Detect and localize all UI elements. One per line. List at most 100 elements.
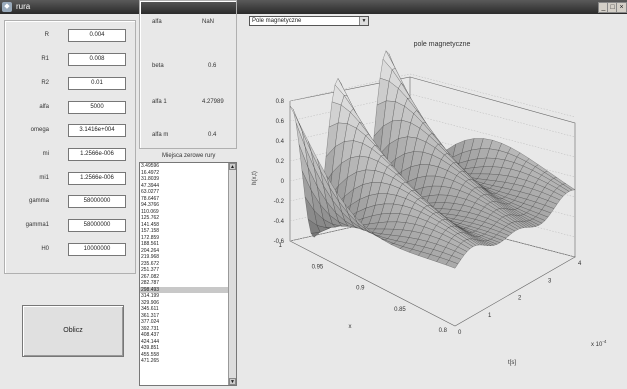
x-tick-label: 0.8 bbox=[439, 328, 448, 334]
zeros-list-title: Miejsca zerowe rury bbox=[162, 153, 216, 159]
compute-button[interactable]: Oblicz bbox=[22, 305, 124, 357]
t-tick-label: 0 bbox=[458, 330, 462, 336]
readout-value-alfa1: 4.27989 bbox=[202, 99, 224, 105]
plot-selector-value: Pole magnetyczne bbox=[252, 18, 302, 24]
zeros-listbox[interactable]: 3.49596 16.4972 31.8039 47.3944 63.0277 78.64… bbox=[139, 162, 237, 386]
chart-title: pole magnetyczne bbox=[414, 41, 471, 48]
param-label-gamma1: gamma1 bbox=[25, 222, 49, 228]
list-item[interactable]: 172.859 bbox=[141, 234, 160, 241]
list-item[interactable]: 408.437 bbox=[141, 332, 160, 338]
param-label-mi1: mi1 bbox=[39, 175, 49, 181]
app-icon: ◆ bbox=[2, 2, 12, 12]
param-input-alfa[interactable]: 5000 bbox=[68, 101, 126, 114]
z-tick-label: -0.6 bbox=[274, 239, 285, 245]
list-item[interactable]: 251.377 bbox=[141, 267, 160, 273]
list-item[interactable]: 329.906 bbox=[141, 299, 160, 306]
z-tick-label: 0 bbox=[281, 179, 285, 185]
list-item[interactable]: 94.3766 bbox=[141, 202, 160, 208]
param-label-r: R bbox=[44, 32, 49, 38]
list-item[interactable]: 47.3944 bbox=[141, 182, 160, 189]
t-tick-label: 1 bbox=[488, 313, 492, 319]
list-item[interactable]: 157.158 bbox=[141, 228, 160, 234]
param-input-r2[interactable]: 0.01 bbox=[68, 77, 126, 90]
list-item[interactable]: 63.0277 bbox=[141, 189, 160, 195]
list-item[interactable]: 267.082 bbox=[141, 273, 160, 280]
readout-label-alfa: alfa bbox=[152, 19, 162, 25]
list-item[interactable]: 439.851 bbox=[141, 345, 160, 351]
list-item[interactable]: 110.069 bbox=[141, 208, 159, 215]
list-item[interactable]: 204.264 bbox=[141, 247, 160, 254]
chevron-down-icon[interactable]: ▼ bbox=[359, 17, 368, 25]
param-input-r1[interactable]: 0.008 bbox=[68, 53, 126, 66]
list-item[interactable]: 455.558 bbox=[141, 351, 160, 358]
list-item[interactable]: 361.317 bbox=[141, 312, 160, 319]
readout-value-alfa: NaN bbox=[202, 19, 215, 25]
t-tick-label: 4 bbox=[578, 261, 582, 267]
list-item[interactable]: 345.611 bbox=[141, 306, 159, 312]
surface-mesh bbox=[289, 50, 576, 269]
x-axis-label: x bbox=[349, 324, 352, 330]
x-tick-label: 0.95 bbox=[312, 264, 324, 270]
list-item[interactable]: 78.6467 bbox=[141, 195, 160, 202]
t-axis-multiplier-exponent: -4 bbox=[602, 339, 606, 344]
parameters-panel: R 0.004 R1 0.008 R2 0.01 alfa 5000 omega… bbox=[4, 20, 136, 274]
readout-value-beta: 0.6 bbox=[208, 63, 217, 69]
param-input-gamma1[interactable]: 58000000 bbox=[68, 219, 126, 232]
t-axis-label: t[s] bbox=[508, 360, 516, 366]
list-scrollbar[interactable]: ▲ ▼ bbox=[228, 163, 236, 385]
list-item[interactable]: 282.787 bbox=[141, 280, 160, 286]
param-input-gamma[interactable]: 58000000 bbox=[68, 195, 126, 208]
list-item[interactable]: 235.672 bbox=[141, 260, 160, 267]
gridline bbox=[289, 73, 576, 118]
readout-label-beta: beta bbox=[152, 63, 164, 69]
param-label-r2: R2 bbox=[41, 80, 49, 86]
list-item[interactable]: 141.458 bbox=[141, 221, 160, 228]
zeros-list-items: 3.49596 16.4972 31.8039 47.3944 63.0277 78.64… bbox=[140, 163, 236, 365]
list-item[interactable]: 471.265 bbox=[141, 358, 160, 364]
param-label-gamma: gamma bbox=[28, 198, 49, 204]
list-item[interactable]: 16.4972 bbox=[141, 169, 160, 176]
results-panel: alfa NaN beta 0.6 alfa 1 4.27989 alfa m … bbox=[139, 0, 237, 149]
title-bar: ◆ rura _ □ × bbox=[0, 0, 627, 14]
list-item[interactable]: 298.493 bbox=[140, 286, 236, 293]
readout-value-alfam: 0.4 bbox=[208, 132, 217, 138]
param-input-mi[interactable]: 1.2566e-006 bbox=[68, 148, 126, 161]
list-item[interactable]: 188.561 bbox=[141, 241, 160, 247]
list-item[interactable]: 125.762 bbox=[141, 215, 160, 221]
param-label-alfa: alfa bbox=[39, 104, 49, 110]
close-button[interactable]: × bbox=[616, 2, 627, 13]
plot-selector[interactable]: Pole magnetyczne ▼ bbox=[249, 16, 369, 26]
surface-patch bbox=[445, 260, 459, 269]
x-tick-label: 0.9 bbox=[356, 286, 365, 292]
z-axis-label: h(x,t) bbox=[252, 171, 258, 185]
x-ticks: 1 0.95 0.9 0.85 0.8 bbox=[279, 243, 448, 334]
window-title: rura bbox=[16, 2, 31, 11]
param-input-omega[interactable]: 3.1416e+004 bbox=[68, 124, 126, 137]
param-label-r1: R1 bbox=[41, 56, 49, 62]
list-item[interactable]: 314.199 bbox=[141, 293, 160, 299]
list-item[interactable]: 219.968 bbox=[141, 254, 160, 260]
z-tick-label: -0.2 bbox=[274, 199, 285, 205]
param-input-h0[interactable]: 10000000 bbox=[68, 243, 126, 256]
scroll-down-arrow-icon[interactable]: ▼ bbox=[229, 378, 236, 385]
x-tick-label: 1 bbox=[279, 243, 283, 249]
readout-label-alfam: alfa m bbox=[152, 132, 169, 138]
scroll-up-arrow-icon[interactable]: ▲ bbox=[229, 163, 236, 170]
list-item[interactable]: 392.731 bbox=[141, 325, 160, 332]
param-input-r[interactable]: 0.004 bbox=[68, 29, 126, 42]
list-item[interactable]: 3.49596 bbox=[141, 163, 160, 169]
param-input-mi1[interactable]: 1.2566e-006 bbox=[68, 172, 126, 185]
z-tick-label: 0.4 bbox=[276, 139, 285, 145]
t-tick-label: 2 bbox=[518, 296, 522, 302]
param-label-mi: mi bbox=[42, 151, 49, 157]
list-item[interactable]: 424.144 bbox=[141, 338, 160, 345]
z-ticks: 0.8 0.6 0.4 0.2 0 -0.2 -0.4 -0.6 bbox=[274, 99, 285, 245]
t-ticks: 0 1 2 3 4 bbox=[458, 261, 582, 336]
t-tick-label: 3 bbox=[548, 278, 552, 284]
list-item[interactable]: 377.024 bbox=[141, 319, 160, 325]
z-tick-label: 0.6 bbox=[276, 119, 285, 125]
readout-label-alfa1: alfa 1 bbox=[152, 99, 167, 105]
t-axis-multiplier-base: x 10 bbox=[591, 342, 603, 348]
list-item[interactable]: 31.8039 bbox=[141, 176, 160, 182]
